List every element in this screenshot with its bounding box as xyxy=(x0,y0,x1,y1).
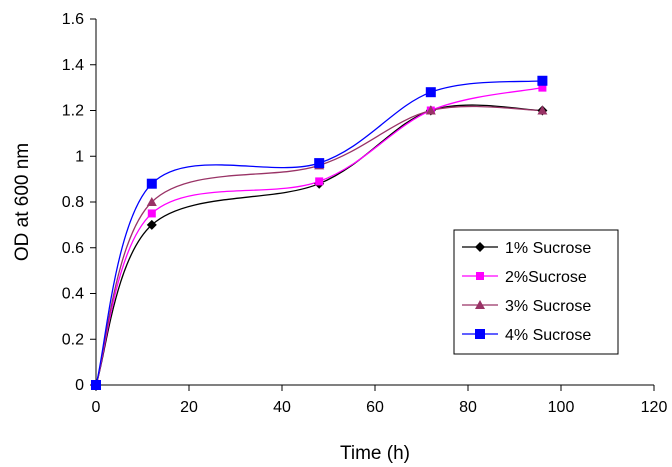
x-tick-label: 60 xyxy=(366,399,384,416)
legend-label: 2%Sucrose xyxy=(505,269,587,286)
y-axis-title: OD at 600 nm xyxy=(12,143,33,261)
data-point xyxy=(91,380,101,390)
y-tick-label: 1.2 xyxy=(62,103,84,120)
x-tick-label: 80 xyxy=(459,399,477,416)
legend-marker xyxy=(475,300,485,309)
data-point xyxy=(425,87,436,98)
legend: 1% Sucrose 2%Sucrose 3% Sucrose 4% Sucrose xyxy=(453,229,619,355)
series-2 xyxy=(95,86,543,386)
y-axis-ticks: 0 0.2 0.4 0.6 0.8 1 1.2 1.4 1.6 xyxy=(62,11,96,394)
y-tick-label: 0.2 xyxy=(62,331,84,348)
legend-item: 4% Sucrose xyxy=(462,327,591,344)
y-tick-label: 0.4 xyxy=(62,286,84,303)
series-1 xyxy=(95,104,543,386)
data-point xyxy=(315,177,324,186)
series-4 xyxy=(95,80,543,386)
data-point xyxy=(146,178,157,189)
legend-marker xyxy=(475,242,485,252)
series-line xyxy=(95,105,543,386)
x-tick-label: 100 xyxy=(548,399,575,416)
legend-item: 3% Sucrose xyxy=(462,298,591,315)
legend-item: 1% Sucrose xyxy=(462,240,591,257)
series-line xyxy=(95,104,543,386)
y-tick-label: 1.6 xyxy=(62,11,84,28)
series-line xyxy=(95,80,543,386)
x-tick-label: 40 xyxy=(273,399,291,416)
y-tick-label: 0 xyxy=(75,377,84,394)
data-point xyxy=(538,83,547,92)
series-4-markers xyxy=(91,75,548,390)
y-tick-label: 0.6 xyxy=(62,240,84,257)
x-tick-label: 20 xyxy=(180,399,198,416)
legend-label: 1% Sucrose xyxy=(505,240,591,257)
y-tick-label: 0.8 xyxy=(62,194,84,211)
x-axis-ticks: 0 20 40 60 80 100 120 xyxy=(92,385,668,416)
series-3 xyxy=(95,105,543,386)
data-point xyxy=(537,75,548,86)
legend-label: 3% Sucrose xyxy=(505,298,591,315)
series-line xyxy=(95,86,543,386)
data-point xyxy=(147,209,156,218)
legend-marker xyxy=(475,329,485,339)
y-tick-label: 1.4 xyxy=(62,57,84,74)
x-axis-title: Time (h) xyxy=(340,443,410,464)
x-tick-label: 0 xyxy=(92,399,101,416)
data-point xyxy=(146,219,157,230)
y-tick-label: 1 xyxy=(75,148,84,165)
legend-marker xyxy=(476,272,484,280)
x-tick-label: 120 xyxy=(641,399,668,416)
data-point xyxy=(425,105,436,115)
data-point xyxy=(146,197,157,206)
legend-item: 2%Sucrose xyxy=(462,269,587,286)
data-point xyxy=(314,158,325,169)
legend-label: 4% Sucrose xyxy=(505,327,591,344)
series-layer xyxy=(91,75,548,390)
data-point xyxy=(537,105,548,115)
